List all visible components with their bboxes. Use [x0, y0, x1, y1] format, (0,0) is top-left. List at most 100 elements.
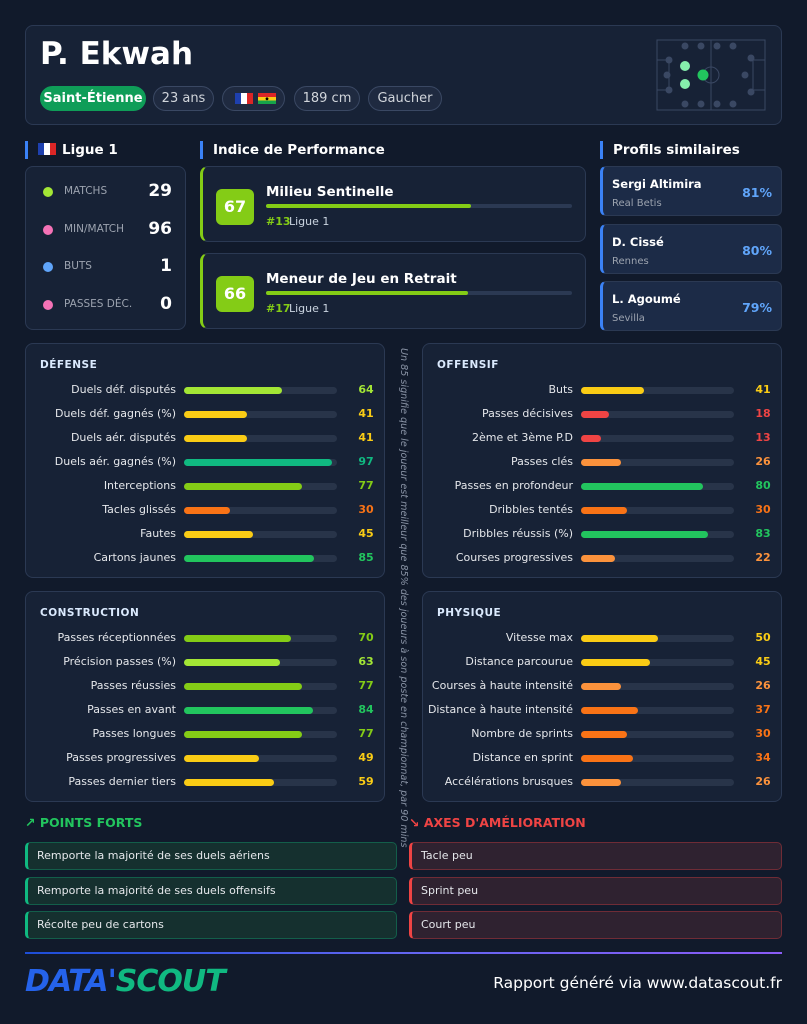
performance-card: 66 Meneur de Jeu en Retrait #17 Ligue 1	[200, 253, 586, 329]
league-name: Ligue 1	[62, 142, 118, 158]
stat-label: Passes réussies	[90, 679, 176, 692]
similar-heading: Profils similaires	[600, 141, 740, 159]
bar-track	[581, 634, 734, 642]
bar	[581, 458, 621, 466]
stat-icon	[43, 300, 53, 311]
bar	[184, 458, 333, 466]
player-name: P. Ekwah	[40, 36, 194, 72]
bar	[581, 506, 627, 514]
flag	[38, 143, 56, 155]
stat-value: 77	[358, 679, 374, 692]
stat-value: 49	[358, 751, 374, 764]
stat-value: 41	[755, 383, 771, 396]
stat-value: 84	[358, 703, 374, 716]
similar-card: Sergi Altimira Real Betis 81%	[600, 166, 782, 216]
bar	[184, 634, 292, 642]
stat-value: 26	[755, 775, 771, 788]
section-title: DÉFENSE	[40, 359, 98, 371]
stat-label: Cartons jaunes	[93, 551, 176, 564]
bar	[581, 482, 704, 490]
stat-value: 50	[755, 631, 771, 644]
stat-icon	[43, 187, 53, 197]
bar-track	[581, 778, 734, 786]
stat-label: PASSES DÉC.	[64, 298, 133, 311]
bar-track	[581, 410, 734, 418]
section-title: PHYSIQUE	[437, 607, 502, 619]
similar-name: D. Cissé	[612, 234, 664, 249]
similar-club: Rennes	[612, 255, 649, 267]
stat-icon	[43, 262, 53, 273]
stat-label: Passes clés	[511, 455, 573, 468]
bar	[581, 554, 615, 562]
stat-value: 30	[755, 727, 771, 740]
stat-label: Buts	[548, 383, 573, 396]
stat-value: 41	[358, 431, 374, 444]
item: Sprint peu	[409, 876, 782, 905]
similar-club: Sevilla	[612, 313, 645, 324]
item: Tacle peu	[409, 842, 782, 870]
stat-label: Passes décisives	[482, 407, 573, 420]
stat-label: Accélérations brusques	[444, 775, 573, 788]
role: Milieu Sentinelle	[266, 184, 394, 200]
stat-label: Distance en sprint	[472, 751, 573, 764]
bar	[581, 682, 621, 690]
stat-label: Duels déf. gagnés (%)	[54, 407, 176, 420]
stat-value: 30	[755, 503, 771, 516]
note: Un 85 signifie que le joueur est meilleu…	[398, 348, 409, 848]
similar-club: Real Betis	[612, 198, 662, 209]
section-title: OFFENSIF	[437, 359, 499, 371]
bar-track	[581, 682, 734, 690]
stat-label: Courses à haute intensité	[431, 679, 573, 692]
height-pill: 189 cm	[294, 86, 360, 111]
logo-a: DATA'	[25, 964, 117, 999]
stat-label: Passes dernier tiers	[68, 775, 176, 788]
bar-track	[581, 386, 734, 394]
stat-label: Passes réceptionnées	[57, 631, 177, 644]
bar	[581, 410, 609, 418]
bar	[184, 730, 302, 738]
bar-track	[581, 730, 734, 738]
performance-card: 67 Milieu Sentinelle #13 Ligue 1	[200, 166, 586, 242]
bar	[184, 530, 253, 538]
bar	[581, 634, 658, 642]
stat-value: 22	[755, 551, 771, 564]
bar-track	[581, 554, 734, 562]
bar-track	[581, 506, 734, 514]
stat-value: 37	[755, 703, 771, 716]
bar-track	[581, 706, 734, 714]
stat-label: Tacles glissés	[102, 503, 176, 516]
stat-value: 18	[755, 407, 771, 420]
section-card: CONSTRUCTION Passes réceptionnées 70 Précis…	[25, 591, 385, 802]
stat-label: Fautes	[140, 527, 176, 540]
stat-value: 77	[358, 479, 374, 492]
bar-track	[184, 410, 337, 418]
flags	[235, 93, 276, 104]
bar	[184, 434, 247, 442]
score-box: 67	[216, 189, 254, 225]
section-card: OFFENSIF Buts 41 Passes décisives 18 2ème et …	[422, 343, 782, 578]
stat-value: 0	[160, 294, 172, 315]
strengths-title: POINTS FORTS	[39, 815, 143, 830]
bar-track	[184, 754, 337, 762]
similar-card: L. Agoumé Sevilla 79%	[600, 281, 782, 331]
bar	[581, 434, 601, 442]
stat-label: Précision passes (%)	[63, 655, 176, 668]
rank: #17	[266, 302, 291, 315]
stat-label: Duels aér. disputés	[70, 431, 176, 444]
logo: DATA'SCOUT	[25, 964, 226, 999]
stat-label: 2ème et 3ème P.D	[472, 431, 573, 444]
stat-value: 13	[755, 431, 771, 444]
bar	[184, 778, 275, 786]
pitch-icon	[656, 39, 766, 111]
flags-pill	[222, 86, 285, 111]
section-card: PHYSIQUE Vitesse max 50 Distance parcourue 4…	[422, 591, 782, 802]
stat-label: Distance à haute intensité	[427, 703, 573, 716]
bar	[581, 778, 621, 786]
item: Remporte la majorité de ses duels offens…	[25, 876, 397, 905]
item: Récolte peu de cartons	[25, 911, 397, 939]
bar-track	[581, 658, 734, 666]
rank-league: Ligue 1	[289, 302, 330, 315]
bar	[184, 482, 302, 490]
stat-icon	[43, 224, 53, 235]
stat-value: 45	[358, 527, 374, 540]
